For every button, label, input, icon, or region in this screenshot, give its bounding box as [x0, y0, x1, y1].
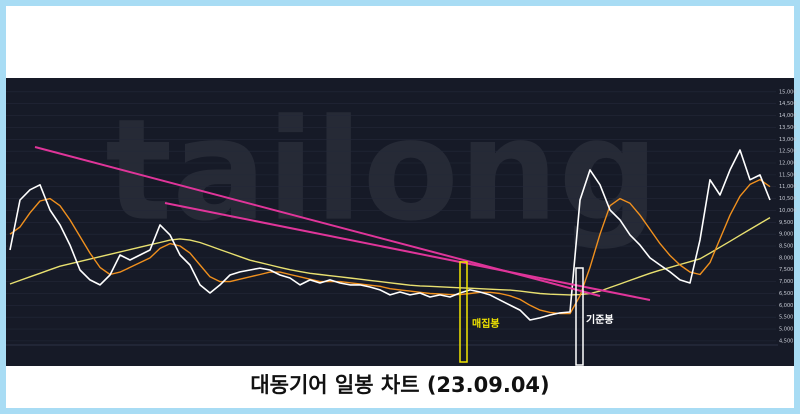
series-line: [9, 149, 771, 321]
trendline: [164, 202, 651, 301]
base-candle-box: [575, 267, 584, 366]
grid: [6, 91, 776, 342]
y-tick-label: 5,500: [779, 315, 793, 321]
annotation: 매집봉: [472, 317, 500, 330]
y-tick-label: 10,500: [779, 196, 797, 202]
lines: [9, 149, 771, 321]
y-tick-label: 12,000: [779, 161, 797, 167]
y-tick-label: 11,000: [779, 184, 797, 190]
y-tick-label: 8,000: [779, 255, 793, 261]
plot-area: [6, 78, 794, 366]
y-tick-label: 6,500: [779, 291, 793, 297]
y-tick-label: 13,000: [779, 137, 797, 143]
y-tick-label: 12,500: [779, 149, 797, 155]
y-tick-label: 7,500: [779, 267, 793, 273]
y-tick-label: 14,500: [779, 101, 797, 107]
y-tick-label: 14,000: [779, 113, 797, 119]
annotation: 기준봉: [586, 313, 614, 326]
series-line: [9, 216, 771, 296]
y-tick-label: 11,500: [779, 172, 797, 178]
y-tick-label: 9,500: [779, 220, 793, 226]
y-tick-label: 13,500: [779, 125, 797, 131]
y-tick-label: 5,000: [779, 327, 793, 333]
y-tick-label: 10,000: [779, 208, 797, 214]
series-line: [9, 178, 771, 315]
y-tick-label: 6,000: [779, 303, 793, 309]
y-tick-label: 8,500: [779, 244, 793, 250]
y-tick-label: 7,000: [779, 279, 793, 285]
accumulation-box: [459, 261, 468, 363]
chart-title: 대동기어 일봉 차트 (23.09.04): [250, 373, 549, 397]
y-tick-label: 15,000: [779, 89, 797, 95]
y-tick-label: 4,500: [779, 338, 793, 344]
watermark: tailong: [105, 90, 658, 253]
y-tick-label: 9,000: [779, 232, 793, 238]
